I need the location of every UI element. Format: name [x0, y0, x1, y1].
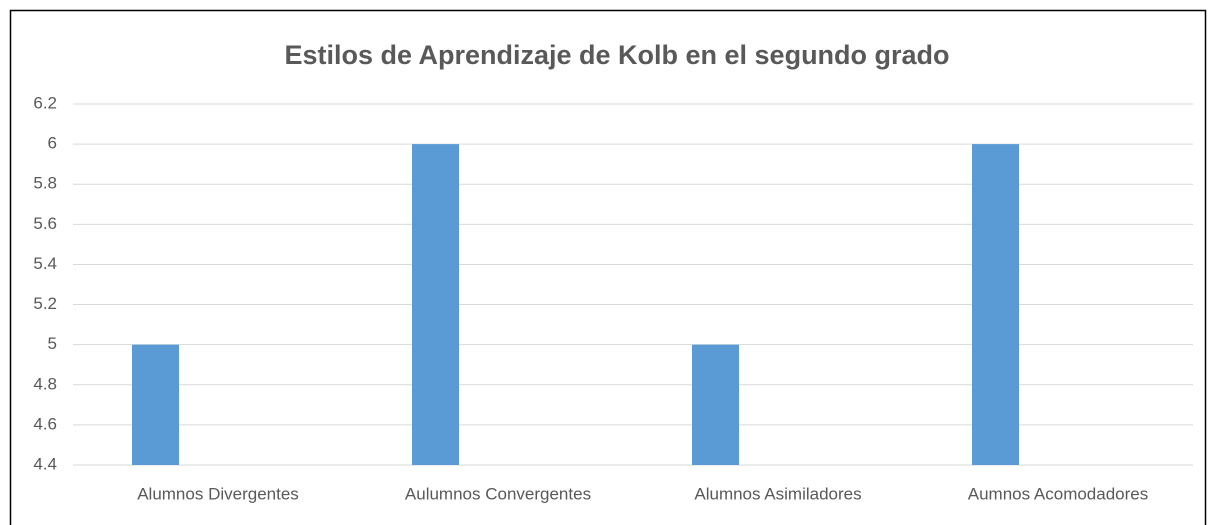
y-tick-label: 5.8	[33, 174, 57, 193]
x-tick-label: Aulumnos Convergentes	[405, 484, 591, 503]
y-tick-label: 5.4	[33, 254, 57, 273]
x-tick-label: Alumnos Asimiladores	[694, 484, 861, 503]
y-tick-label: 5.6	[33, 214, 57, 233]
y-tick-label: 4.6	[33, 414, 57, 433]
bar	[412, 144, 459, 465]
bar	[132, 344, 179, 465]
y-tick-label: 4.4	[33, 454, 57, 473]
y-tick-label: 6.2	[33, 93, 57, 112]
chart-title: Estilos de Aprendizaje de Kolb en el seg…	[284, 40, 949, 70]
y-tick-label: 6	[48, 134, 57, 153]
bar	[692, 344, 739, 465]
chart-border	[9, 9, 1207, 525]
y-tick-label: 5.2	[33, 294, 57, 313]
y-tick-label: 5	[48, 334, 57, 353]
bar	[972, 144, 1019, 465]
x-tick-label: Aumnos Acomodadores	[968, 484, 1149, 503]
x-tick-label: Alumnos Divergentes	[137, 484, 299, 503]
y-tick-label: 4.8	[33, 374, 57, 393]
